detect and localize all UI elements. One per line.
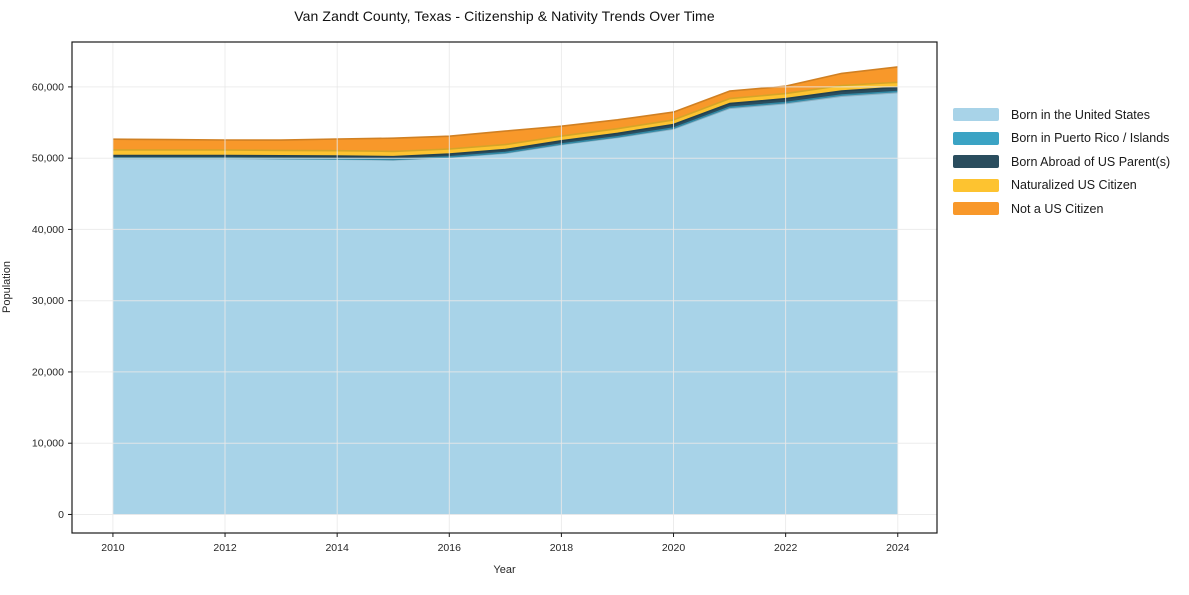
y-tick-label: 30,000 xyxy=(32,295,64,307)
y-tick-label: 20,000 xyxy=(32,366,64,378)
legend-item: Born Abroad of US Parent(s) xyxy=(953,150,1170,174)
y-tick-label: 10,000 xyxy=(32,438,64,450)
y-tick-label: 60,000 xyxy=(32,81,64,93)
x-tick-label: 2018 xyxy=(550,542,574,554)
x-tick-label: 2020 xyxy=(662,542,686,554)
x-tick-label: 2014 xyxy=(325,542,349,554)
legend-item: Naturalized US Citizen xyxy=(953,174,1170,198)
legend-label: Not a US Citizen xyxy=(1011,201,1104,216)
area-series-4 xyxy=(112,66,898,152)
legend-swatch-not-citizen xyxy=(953,202,999,216)
legend-item: Not a US Citizen xyxy=(953,197,1170,221)
y-tick-label: 40,000 xyxy=(32,224,64,236)
legend-label: Born in the United States xyxy=(1011,107,1150,122)
x-tick-label: 2012 xyxy=(213,542,237,554)
legend-swatch-naturalized xyxy=(953,178,999,192)
legend: Born in the United States Born in Puerto… xyxy=(953,103,1170,221)
area-series-3 xyxy=(112,82,898,157)
legend-swatch-born-us xyxy=(953,108,999,122)
legend-label: Born in Puerto Rico / Islands xyxy=(1011,131,1170,146)
y-tick-label: 0 xyxy=(58,509,64,521)
area-edge-2 xyxy=(112,86,898,158)
legend-label: Born Abroad of US Parent(s) xyxy=(1011,154,1171,169)
area-edge-4 xyxy=(112,66,898,141)
y-axis-label: Population xyxy=(1,261,13,313)
x-tick-label: 2016 xyxy=(438,542,462,554)
legend-item: Born in Puerto Rico / Islands xyxy=(953,127,1170,151)
chart-title: Van Zandt County, Texas - Citizenship & … xyxy=(294,8,715,24)
x-tick-label: 2010 xyxy=(101,542,125,554)
y-tick-label: 50,000 xyxy=(32,153,64,165)
x-tick-label: 2022 xyxy=(774,542,798,554)
legend-item: Born in the United States xyxy=(953,103,1170,127)
legend-label: Naturalized US Citizen xyxy=(1011,178,1137,193)
x-tick-label: 2024 xyxy=(886,542,910,554)
area-series-0 xyxy=(112,92,898,515)
legend-swatch-born-abroad xyxy=(953,155,999,169)
legend-swatch-puerto-rico xyxy=(953,131,999,145)
x-axis-label: Year xyxy=(493,564,516,576)
area-edge-3 xyxy=(112,81,898,153)
plot-frame xyxy=(71,41,938,534)
